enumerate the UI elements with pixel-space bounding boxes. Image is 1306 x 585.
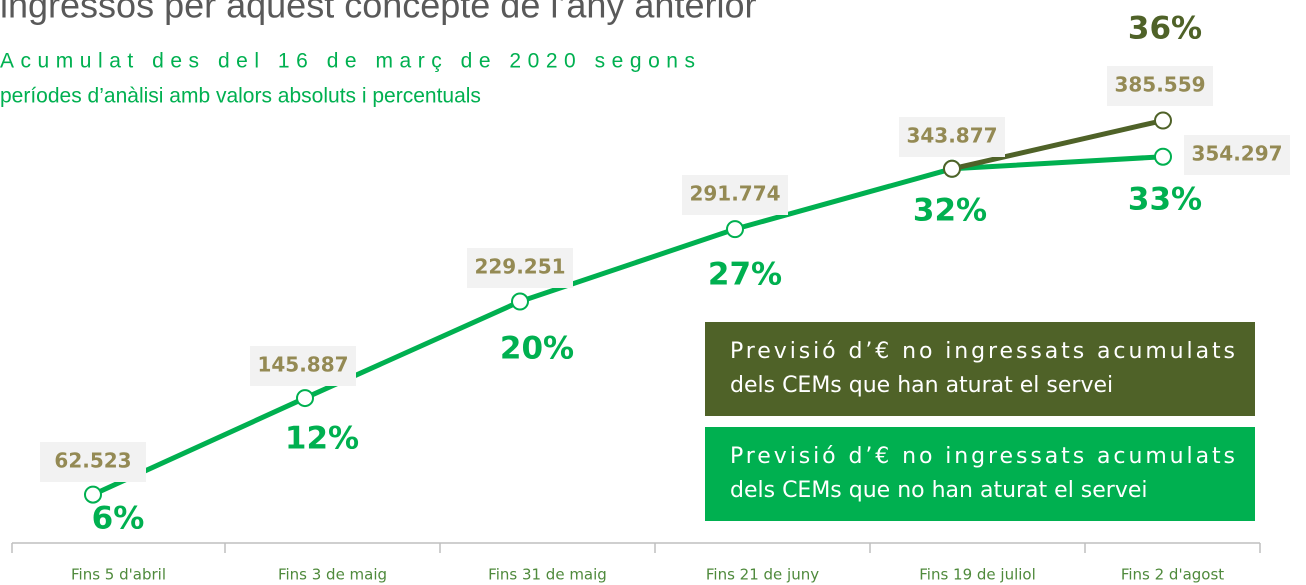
data-point — [1154, 147, 1172, 166]
subtitle: Acumulat des del 16 de març de 2020 sego… — [0, 50, 695, 73]
legend-line: dels CEMs que han aturat el servei — [730, 373, 1113, 398]
series-line — [91, 154, 1164, 497]
subtitle: períodes d’anàlisi amb valors absoluts i… — [0, 85, 481, 108]
x-tick-label: Fins 21 de juny — [706, 566, 819, 584]
value-label-bg — [250, 346, 356, 386]
percent-label: 33% — [1128, 182, 1202, 218]
value-label: 354.297 — [1191, 142, 1282, 166]
chart-title: ingressos per aquest concepte de l’any a… — [0, 0, 756, 26]
data-point — [726, 220, 744, 239]
value-label: 343.877 — [906, 124, 997, 148]
legend-line: Previsió d’€ no ingressats acumulats — [730, 339, 1235, 364]
x-tick-label: Fins 2 d'agost — [1121, 566, 1224, 584]
value-label: 145.887 — [257, 353, 348, 377]
value-label: 229.251 — [474, 255, 565, 279]
value-label-bg — [899, 117, 1005, 157]
value-label-bg — [40, 442, 146, 482]
value-label-bg — [467, 248, 573, 288]
value-label: 385.559 — [1114, 73, 1205, 97]
x-tick-label: Fins 19 de juliol — [919, 566, 1036, 584]
data-point — [511, 292, 529, 311]
x-tick-label: Fins 31 de maig — [488, 566, 607, 584]
value-label-bg — [1107, 66, 1213, 106]
percent-label: 32% — [913, 193, 987, 229]
value-label: 62.523 — [54, 449, 131, 473]
data-point — [1154, 111, 1172, 130]
x-tick-label: Fins 5 d'abril — [71, 566, 166, 584]
value-label: 291.774 — [689, 182, 780, 206]
legend-box — [705, 322, 1255, 416]
percent-label: 27% — [708, 257, 782, 293]
legend-line: dels CEMs que no han aturat el servei — [730, 478, 1148, 503]
percent-label: 36% — [1128, 11, 1202, 47]
percent-label: 12% — [285, 421, 359, 457]
percent-label: 20% — [500, 331, 574, 367]
legend-label: Previsió d’€ no ingressats acumulats dels… — [730, 444, 1235, 503]
data-point — [84, 485, 102, 504]
value-label-bg — [1184, 135, 1290, 175]
x-tick-label: Fins 3 de maig — [278, 566, 387, 584]
legend-line: Previsió d’€ no ingressats acumulats — [730, 444, 1235, 469]
value-label-bg — [682, 175, 788, 215]
legend-box — [705, 427, 1255, 521]
series-line — [951, 118, 1164, 172]
data-point — [943, 159, 961, 178]
percent-label: 6% — [92, 501, 145, 537]
legend-label: Previsió d’€ no ingressats acumulats dels… — [730, 339, 1235, 398]
data-point — [296, 389, 314, 408]
